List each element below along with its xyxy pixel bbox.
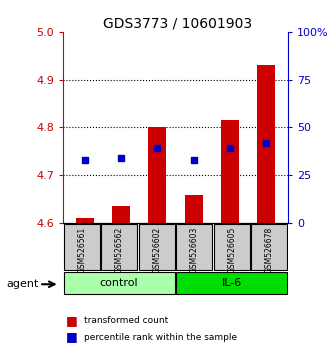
Text: GSM526603: GSM526603 [190,227,199,273]
Bar [112,206,130,223]
Point [191,157,196,163]
Bar [101,224,137,270]
Text: GSM526678: GSM526678 [265,227,274,273]
Point [227,145,233,151]
Point [82,157,87,163]
Bar [139,224,175,270]
Point [263,140,269,145]
Text: GSM526562: GSM526562 [115,227,124,273]
Bar [64,272,175,295]
Bar [75,218,94,223]
Text: GSM526561: GSM526561 [77,227,86,273]
Text: GSM526602: GSM526602 [152,227,161,273]
Text: ■: ■ [66,331,78,343]
Text: GSM526605: GSM526605 [227,227,236,273]
Text: percentile rank within the sample: percentile rank within the sample [84,332,238,342]
Text: control: control [100,278,138,288]
Bar [64,224,100,270]
Bar [251,224,287,270]
Bar [184,195,203,223]
Text: IL-6: IL-6 [221,278,242,288]
Bar [257,65,275,223]
Bar [176,272,287,295]
Bar [176,224,212,270]
Text: GDS3773 / 10601903: GDS3773 / 10601903 [103,16,252,30]
Point [118,155,123,161]
Bar [148,127,166,223]
Bar [221,120,239,223]
Point [155,145,160,151]
Bar [214,224,250,270]
Text: transformed count: transformed count [84,316,169,325]
Text: ■: ■ [66,314,78,327]
Text: agent: agent [7,279,39,289]
